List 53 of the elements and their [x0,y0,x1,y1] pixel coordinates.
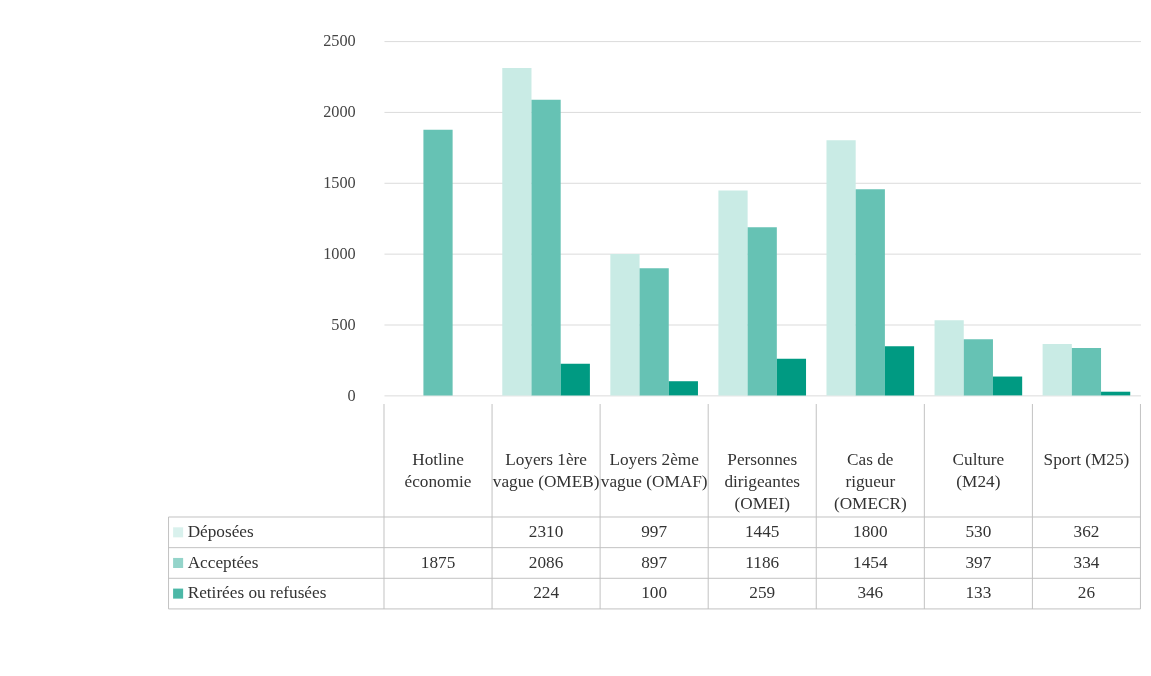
y-tick-label: 1000 [323,244,356,263]
bar [639,268,669,396]
bar [963,339,993,396]
data-label: 997 [641,522,668,542]
bar [423,129,453,396]
x-tick-label: Personnes dirigeantes (OMEI) [724,450,801,514]
data-label: 2310 [528,522,564,542]
bar [502,68,532,396]
y-tick-label: 2000 [323,103,356,122]
bar [855,189,885,396]
x-tick-label: Sport (M25) [1043,450,1130,470]
legend-label: Déposées [187,522,254,542]
data-label: 897 [641,552,668,572]
bar [718,190,748,396]
data-label: 334 [1073,552,1100,572]
data-label: 397 [965,552,992,572]
bar [776,358,807,396]
bar [1071,348,1102,396]
bar [826,140,856,396]
y-tick-label: 1500 [323,174,356,193]
data-label: 1800 [853,522,888,542]
data-label: 362 [1073,522,1100,542]
bar [1042,344,1072,396]
bar [992,376,1023,396]
y-tick-label: 500 [331,315,356,334]
y-tick-label: 2500 [323,32,356,51]
bar [884,346,915,396]
legend-label: Acceptées [187,552,259,572]
data-label: 530 [965,522,992,542]
data-label: 26 [1077,583,1096,603]
data-label: 346 [857,583,884,603]
x-tick-label: Hotline économie [404,450,472,492]
bar [531,99,561,396]
x-tick-label: Cas de rigueur (OMECR) [833,450,907,514]
bar [747,227,777,396]
data-label: 224 [533,583,560,603]
bar [934,320,964,396]
data-label: 1454 [853,552,888,572]
x-tick-label: Culture (M24) [952,450,1005,492]
data-label: 1875 [420,552,456,572]
data-label: 100 [641,583,668,603]
data-label: 1445 [745,522,780,542]
bar [610,254,640,396]
data-label: 133 [965,583,992,603]
data-label: 1186 [745,552,780,572]
x-tick-label: Loyers 2ème vague (OMAF) [600,450,708,492]
bar [668,381,698,396]
y-tick-label: 0 [347,386,356,405]
data-label: 259 [749,583,776,603]
data-label: 2086 [528,552,564,572]
bar [560,363,590,396]
legend-label: Retirées ou refusées [187,583,327,603]
x-tick-label: Loyers 1ère vague (OMEB) [492,450,600,492]
